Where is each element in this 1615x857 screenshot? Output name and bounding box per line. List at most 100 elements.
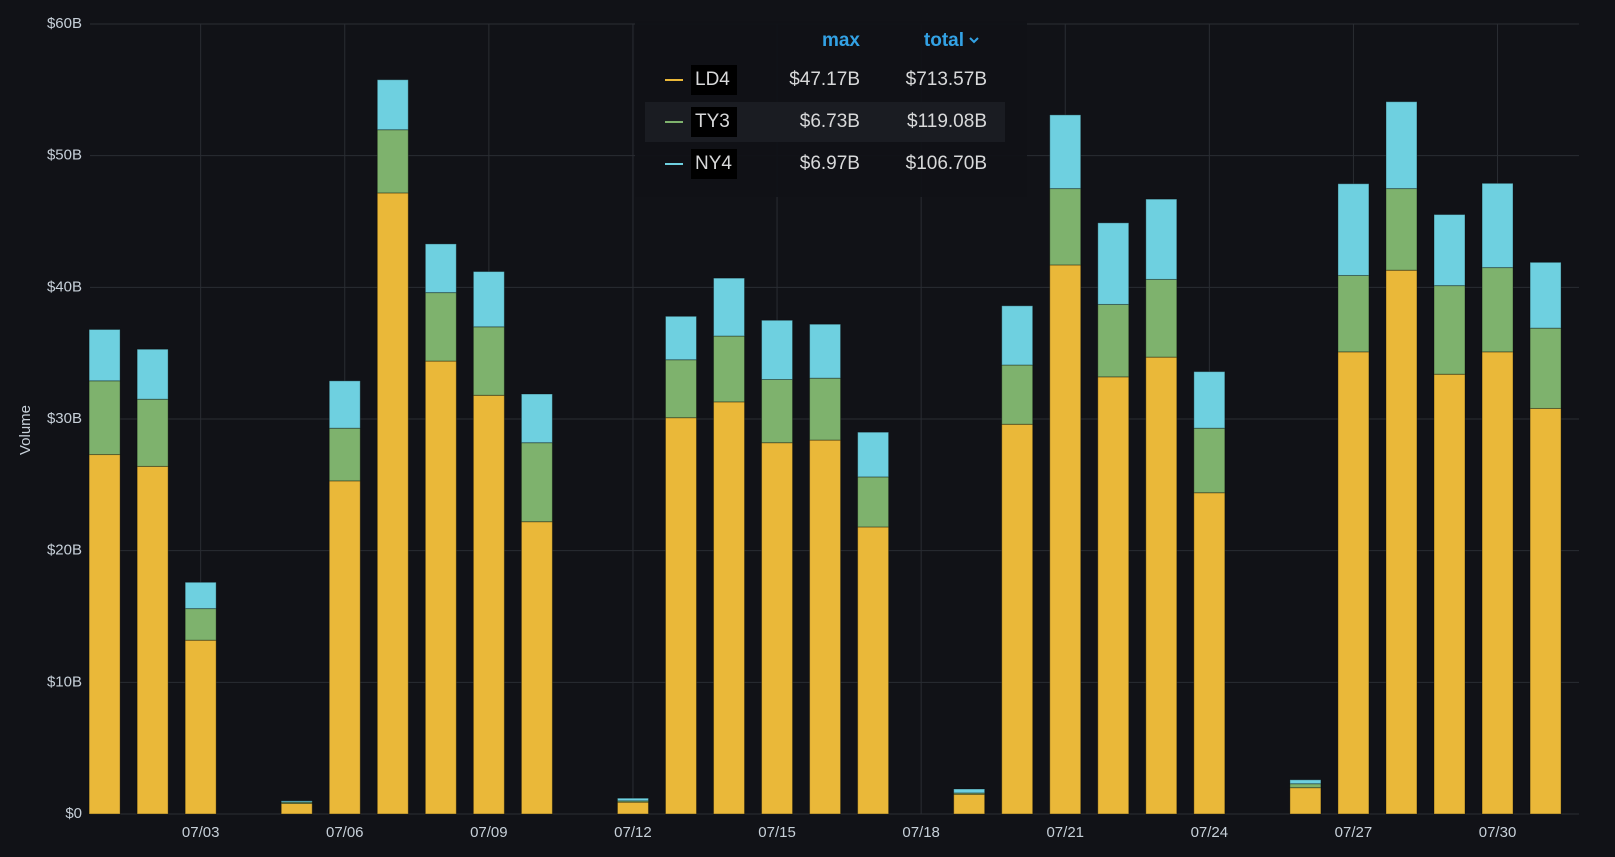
bar-segment xyxy=(857,431,890,478)
bar-segment xyxy=(1289,787,1322,815)
x-tick-label: 07/21 xyxy=(1046,824,1084,841)
bar-segment xyxy=(953,793,986,815)
legend-max: $6.97B xyxy=(800,153,860,174)
bar-segment xyxy=(472,394,505,815)
bar-segment xyxy=(328,427,361,482)
bar-segment xyxy=(953,788,986,794)
bar-segment xyxy=(1385,101,1418,190)
bar-segment xyxy=(616,797,649,802)
x-tick-label: 07/06 xyxy=(326,824,364,841)
bar-segment xyxy=(136,348,169,400)
bar-segment xyxy=(520,393,553,444)
bar-segment xyxy=(88,454,121,815)
bar-segment xyxy=(1481,267,1514,353)
bar-segment xyxy=(328,380,361,429)
bar-segment xyxy=(761,319,794,380)
bar-segment xyxy=(376,79,409,131)
bar-segment xyxy=(713,335,746,403)
bar-segment xyxy=(280,802,313,815)
x-tick-label: 07/18 xyxy=(902,824,940,841)
bar-segment xyxy=(1433,285,1466,375)
bar-segment xyxy=(280,801,313,804)
legend-header[interactable]: total xyxy=(924,30,964,51)
x-tick-label: 07/24 xyxy=(1191,824,1229,841)
bar-segment xyxy=(376,129,409,194)
bar-segment xyxy=(664,417,697,815)
bar-segment xyxy=(809,439,842,815)
bar-segment xyxy=(520,521,553,815)
bar-segment xyxy=(761,379,794,444)
bar-segment xyxy=(1433,373,1466,815)
legend-name[interactable]: NY4 xyxy=(695,153,732,174)
legend-name-bg xyxy=(691,107,737,137)
bar-segment xyxy=(136,465,169,815)
bar-segment xyxy=(1289,779,1322,785)
bar-segment xyxy=(1001,305,1034,366)
bar-segment xyxy=(1193,492,1226,815)
bar-segment xyxy=(664,359,697,419)
y-tick-label: $60B xyxy=(47,15,82,32)
bar-segment xyxy=(88,380,121,456)
legend-name[interactable]: LD4 xyxy=(695,69,730,90)
legend-name-bg xyxy=(691,65,737,95)
bar-segment xyxy=(1193,427,1226,494)
y-tick-label: $10B xyxy=(47,673,82,690)
bar-segment xyxy=(1481,351,1514,815)
legend-total: $713.57B xyxy=(906,69,987,90)
bar-segment xyxy=(1481,182,1514,269)
y-tick-label: $40B xyxy=(47,278,82,295)
labels: $0 $10B $20B $30B $40B $50B $60B 07/03 07/06 07/0… xyxy=(47,15,1516,841)
legend-name-bg xyxy=(691,149,737,179)
bar-segment xyxy=(1145,198,1178,280)
bar-segment xyxy=(713,277,746,337)
legend-max: $6.73B xyxy=(800,111,860,132)
bar-segment xyxy=(1529,327,1562,409)
bar-segment xyxy=(1145,356,1178,815)
bar-segment xyxy=(1337,183,1370,276)
bar-segment xyxy=(184,639,217,815)
bar-segment xyxy=(1337,274,1370,353)
bar-segment xyxy=(376,192,409,815)
legend-name[interactable]: TY3 xyxy=(695,111,730,132)
bar-segment xyxy=(1049,264,1082,815)
bar-segment xyxy=(1097,303,1130,378)
bar-segment xyxy=(424,360,457,815)
bar-segment xyxy=(88,328,121,382)
bar-segment xyxy=(184,581,217,610)
bar-segment xyxy=(1289,783,1322,789)
bar-segment xyxy=(1193,371,1226,429)
y-axis-label: Volume xyxy=(17,405,34,455)
bar-segment xyxy=(857,476,890,528)
bar-segment xyxy=(1097,222,1130,305)
x-tick-label: 07/12 xyxy=(614,824,652,841)
bars xyxy=(88,79,1562,815)
bar-segment xyxy=(1097,376,1130,815)
legend-total: $119.08B xyxy=(907,111,987,132)
x-tick-label: 07/30 xyxy=(1479,824,1517,841)
legend-max: $47.17B xyxy=(789,69,860,90)
bar-segment xyxy=(664,315,697,361)
legend-header[interactable]: max xyxy=(822,30,860,51)
bar-segment xyxy=(1145,278,1178,358)
bar-segment xyxy=(280,800,313,803)
y-tick-label: $0 xyxy=(65,805,82,822)
bar-segment xyxy=(1433,214,1466,287)
bar-segment xyxy=(1385,188,1418,271)
bar-segment xyxy=(857,526,890,815)
x-tick-label: 07/27 xyxy=(1335,824,1373,841)
bar-segment xyxy=(184,608,217,641)
bar-segment xyxy=(1529,407,1562,815)
bar-segment xyxy=(328,480,361,815)
bar-segment xyxy=(472,271,505,328)
bar-segment xyxy=(136,398,169,467)
sort-icon xyxy=(969,37,979,44)
bar-segment xyxy=(761,442,794,815)
bar-segment xyxy=(1337,351,1370,815)
bar-segment xyxy=(424,243,457,294)
bar-segment xyxy=(1049,188,1082,266)
x-tick-label: 07/15 xyxy=(758,824,796,841)
y-tick-label: $50B xyxy=(47,147,82,164)
legend-total: $106.70B xyxy=(906,153,987,174)
bar-segment xyxy=(809,323,842,379)
